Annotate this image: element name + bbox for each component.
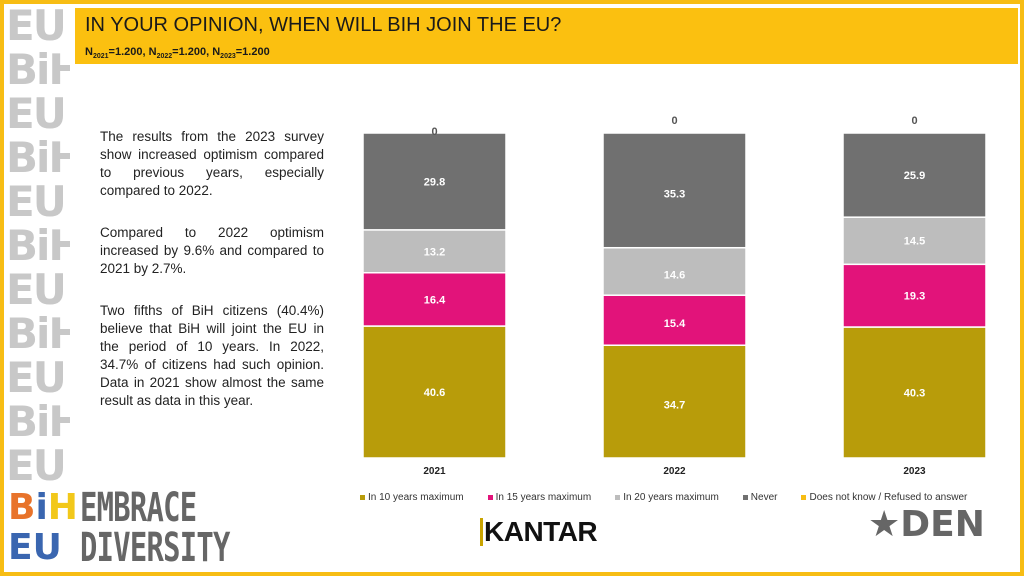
sidebar-pattern: EU BiH EU BiH EU BiH EU BiH EU BiH EU [6, 4, 70, 484]
bar-segment [362, 325, 507, 459]
legend-swatch [487, 495, 493, 500]
data-label: 13.2 [424, 246, 445, 258]
summary-paragraph-1: The results from the 2023 survey show in… [100, 129, 324, 198]
data-label: 15.4 [664, 318, 686, 330]
n-value: =1.200 [235, 46, 270, 58]
logo-line-2: DIVERSITY [80, 525, 230, 571]
bih-eu-logo: BiH EU [8, 487, 78, 568]
n-value: =1.200, [108, 46, 149, 58]
legend-swatch [615, 495, 621, 500]
page-title: IN YOUR OPINION, WHEN WILL BIH JOIN THE … [85, 14, 562, 36]
summary-paragraph-2: Compared to 2022 optimism increased by 9… [100, 225, 324, 276]
data-label: 35.3 [664, 188, 685, 200]
n-label: N [148, 46, 157, 58]
legend-label: In 20 years maximum [623, 492, 719, 503]
bar-segment [362, 272, 507, 327]
summary-paragraph-3: Two fifths of BiH citizens (40.4%) belie… [100, 303, 324, 408]
legend-item: In 10 years maximum [360, 492, 464, 503]
category-label: 2021 [423, 466, 446, 477]
data-label: 29.8 [424, 176, 445, 188]
data-label: 34.7 [664, 400, 685, 412]
den-logo: ★DEN [868, 504, 985, 545]
bar-segment [602, 132, 747, 249]
legend-item: In 20 years maximum [615, 492, 719, 503]
category-label: 2023 [903, 466, 926, 477]
den-logo-text: DEN [900, 504, 985, 545]
data-label: 0 [431, 126, 437, 138]
n-value: =1.200, [172, 46, 213, 58]
bar-segment [842, 263, 987, 328]
n-label: N [85, 46, 93, 58]
legend-label: Does not know / Refused to answer [809, 492, 968, 503]
data-label: 40.6 [424, 387, 445, 399]
legend-swatch [742, 495, 748, 500]
legend-label: Never [750, 492, 778, 503]
legend-swatch [801, 495, 807, 500]
legend-label: In 15 years maximum [495, 492, 592, 503]
sidebar-pattern-text: EU [6, 265, 67, 314]
sidebar-pattern-text: BiH [6, 397, 70, 446]
n-year: 2021 [92, 53, 109, 61]
n-year: 2022 [156, 53, 173, 61]
legend-swatch [360, 495, 365, 500]
kantar-logo: KANTAR [480, 518, 598, 546]
data-label: 0 [911, 115, 917, 127]
sidebar-pattern-text: BiH [6, 309, 70, 358]
data-label: 14.6 [664, 269, 685, 281]
data-label: 16.4 [424, 294, 446, 306]
header-band: IN YOUR OPINION, WHEN WILL BIH JOIN THE … [75, 8, 1018, 64]
chart-legend: In 10 years maximum In 15 years maximum In… [360, 492, 991, 503]
legend-item: Never [742, 492, 778, 503]
bar-segment [602, 294, 747, 346]
data-label: 19.3 [904, 291, 925, 303]
sidebar-pattern-text: BiH [6, 45, 70, 94]
sidebar-pattern-text: BiH [6, 221, 70, 270]
category-label: 2022 [663, 466, 686, 477]
legend-item: In 15 years maximum [487, 492, 592, 503]
embrace-diversity-logo: EMBRACE DIVERSITY [80, 488, 230, 568]
bar-segment [842, 132, 987, 218]
bar-segment [362, 132, 507, 231]
data-label: 0 [671, 115, 677, 127]
sidebar-pattern-text: EU [6, 177, 67, 226]
logo-line-1: EMBRACE [80, 485, 197, 531]
n-year: 2023 [220, 53, 236, 61]
bar-segment [602, 246, 747, 296]
sidebar-pattern-text: BiH [6, 133, 70, 182]
data-label: 25.9 [904, 170, 925, 182]
sidebar-pattern-text: EU [6, 89, 67, 138]
sample-sizes: N2021=1.200, N2022=1.200, N2023=1.200 [85, 46, 270, 60]
legend-label: In 10 years maximum [368, 492, 464, 503]
legend-item: Does not know / Refused to answer [801, 492, 967, 503]
sidebar-pattern-text: EU [6, 4, 67, 50]
data-label: 14.5 [904, 236, 925, 248]
sidebar-pattern-text: EU [6, 441, 67, 485]
n-label: N [212, 46, 221, 58]
data-label: 40.3 [904, 388, 925, 400]
sidebar-pattern-text: EU [6, 353, 67, 402]
